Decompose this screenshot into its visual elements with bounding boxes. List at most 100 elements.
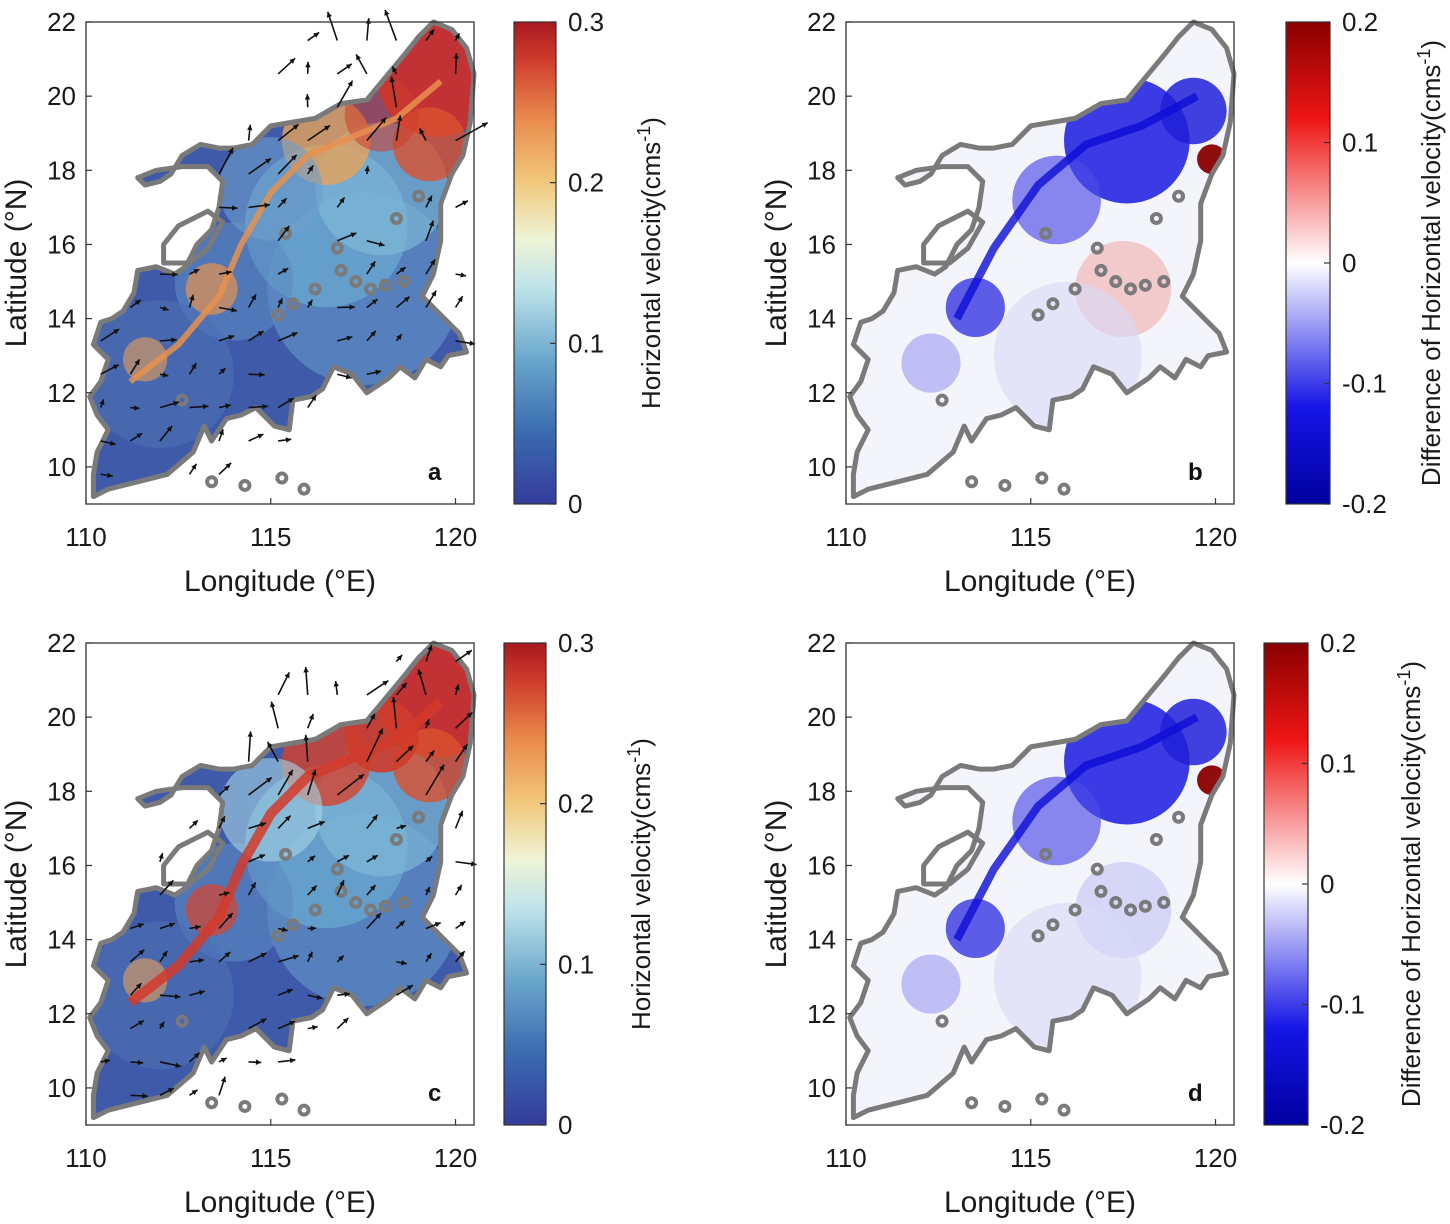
y-tick-label: 22 <box>807 628 836 658</box>
small-island <box>275 471 289 485</box>
small-island <box>364 282 378 296</box>
small-island <box>308 282 322 296</box>
panel-b: 10 12 14 16 18 20 22 110 115 120 Longitude (°E) Lat… <box>760 7 1446 598</box>
y-tick-label: 12 <box>807 378 836 408</box>
small-island <box>1031 929 1045 943</box>
small-island <box>1094 263 1108 277</box>
island-outline <box>161 208 226 266</box>
y-tick-label: 14 <box>807 925 836 955</box>
small-island <box>965 1096 979 1110</box>
y-axis-label: Latitude (°N) <box>0 179 33 348</box>
coastline <box>87 19 477 500</box>
panel-c: 10 12 14 16 18 20 22 110 115 120 Longitude (°E) Lat… <box>0 628 656 1219</box>
small-island <box>297 482 311 496</box>
small-island <box>1172 810 1186 824</box>
colorbar-label: Horizontal velocity(cms-1) <box>634 117 666 409</box>
small-island <box>397 275 411 289</box>
x-axis-label: Longitude (°E) <box>944 565 1136 598</box>
axes-frame <box>845 21 1235 505</box>
small-island <box>1057 1103 1071 1117</box>
small-island <box>998 478 1012 492</box>
colorbar-tick-label: 0.2 <box>568 168 604 198</box>
small-island <box>1157 275 1171 289</box>
colorbar-tick-label: -0.1 <box>1320 990 1365 1020</box>
y-tick-label: 16 <box>807 229 836 259</box>
axes-frame <box>85 642 475 1126</box>
small-island <box>1039 226 1053 240</box>
small-island <box>1039 847 1053 861</box>
small-island <box>175 1014 189 1028</box>
y-tick-label: 10 <box>807 1073 836 1103</box>
colorbar-tick-label: -0.2 <box>1342 489 1387 519</box>
small-island <box>965 475 979 489</box>
x-axis-label: Longitude (°E) <box>184 1186 376 1219</box>
small-island <box>935 1014 949 1028</box>
y-axis-label: Latitude (°N) <box>0 800 33 969</box>
small-island <box>1172 189 1186 203</box>
colorbar-tick-label: 0 <box>568 489 582 519</box>
x-tick-label: 110 <box>825 522 866 552</box>
colorbar: -0.2 -0.1 0 0.1 0.2 Difference of Horizontal … <box>1263 628 1426 1140</box>
small-island <box>1109 275 1123 289</box>
small-island <box>1124 282 1138 296</box>
colorbar-tick-label: 0.1 <box>1342 128 1378 158</box>
small-island <box>389 833 403 847</box>
panel-letter: a <box>428 459 442 486</box>
island-outline <box>921 208 986 266</box>
small-island <box>1035 1092 1049 1106</box>
small-island <box>1157 896 1171 910</box>
panel-a: 10 12 14 16 18 20 22 110 115 120 Longitude (°E) Lat… <box>0 7 666 598</box>
velocity-field <box>849 643 1234 1118</box>
coastline <box>847 640 1237 1121</box>
colorbar-tick-label: 0 <box>1320 869 1334 899</box>
y-axis-label: Latitude (°N) <box>760 800 793 969</box>
small-island <box>1094 884 1108 898</box>
small-island <box>330 241 344 255</box>
small-island <box>334 263 348 277</box>
x-tick-label: 115 <box>250 1143 291 1173</box>
small-island <box>364 903 378 917</box>
small-island <box>349 275 363 289</box>
colorbar: 0 0.1 0.2 0.3 Horizontal velocity(cms-1) <box>503 628 656 1140</box>
y-tick-label: 10 <box>807 452 836 482</box>
colorbar-tick-label: 0 <box>1342 248 1356 278</box>
small-island <box>205 475 219 489</box>
small-island <box>308 903 322 917</box>
small-island <box>1035 471 1049 485</box>
y-tick-label: 16 <box>47 229 76 259</box>
panel-letter: b <box>1188 459 1203 486</box>
y-tick-label: 20 <box>807 81 836 111</box>
small-island <box>238 478 252 492</box>
small-island <box>330 862 344 876</box>
y-tick-label: 14 <box>47 925 76 955</box>
small-island <box>271 308 285 322</box>
x-tick-label: 115 <box>250 522 291 552</box>
small-island <box>286 918 300 932</box>
small-island <box>412 189 426 203</box>
y-tick-label: 12 <box>47 999 76 1029</box>
y-tick-label: 18 <box>807 155 836 185</box>
small-island <box>238 1099 252 1113</box>
island-outline <box>921 829 986 887</box>
small-island <box>175 393 189 407</box>
x-tick-label: 110 <box>825 1143 866 1173</box>
small-island <box>1057 482 1071 496</box>
colorbar-tick-label: 0.1 <box>1320 749 1356 779</box>
x-tick-label: 115 <box>1010 522 1051 552</box>
small-island <box>349 896 363 910</box>
panel-letter: d <box>1188 1080 1203 1107</box>
colorbar: -0.2 -0.1 0 0.1 0.2 Difference of Horizontal … <box>1285 7 1446 519</box>
x-tick-label: 120 <box>1194 1143 1237 1173</box>
colorbar-tick-label: 0.1 <box>568 328 604 358</box>
small-island <box>275 1092 289 1106</box>
y-tick-label: 10 <box>47 1073 76 1103</box>
coastline <box>87 640 477 1121</box>
x-tick-label: 120 <box>1194 522 1237 552</box>
small-island <box>378 278 392 292</box>
small-island <box>389 212 403 226</box>
small-island <box>1109 896 1123 910</box>
small-island <box>998 1099 1012 1113</box>
velocity-arrows <box>100 644 477 1099</box>
island-outline <box>161 829 226 887</box>
y-axis-label: Latitude (°N) <box>760 179 793 348</box>
